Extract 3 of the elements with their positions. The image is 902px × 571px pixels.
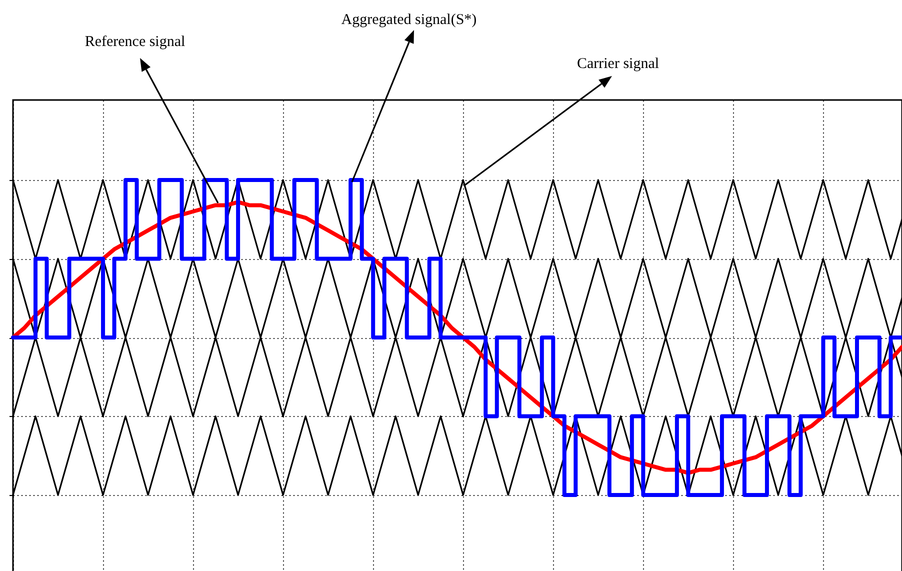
text: Aggregated signal(S*): [341, 12, 477, 28]
text: Carrier signal: [576, 56, 660, 72]
text: Reference signal: [84, 34, 186, 50]
